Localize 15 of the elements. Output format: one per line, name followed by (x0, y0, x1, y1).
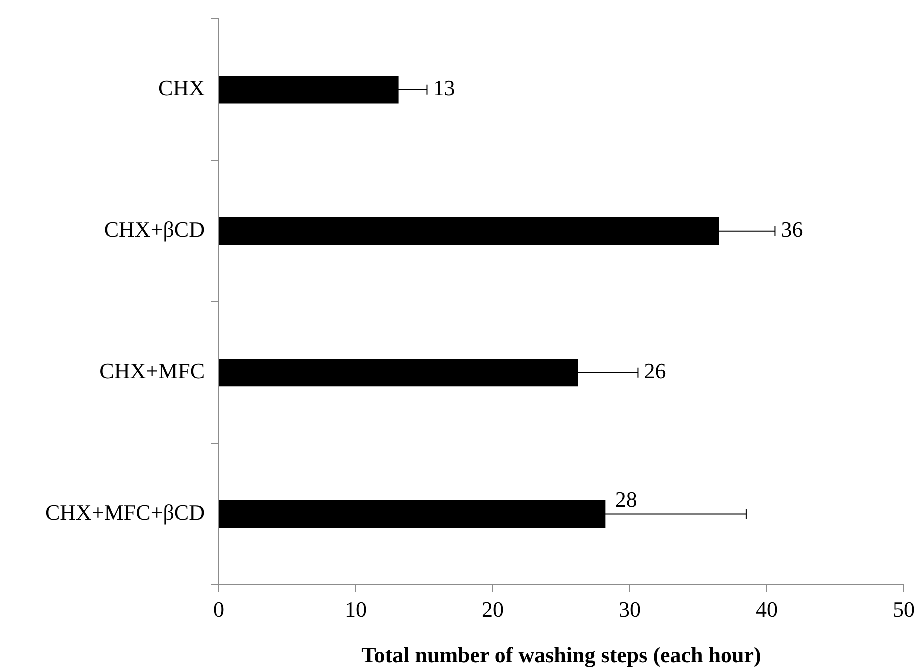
y-tick-label: CHX+MFC (100, 358, 205, 384)
x-tick-label: 30 (619, 596, 641, 622)
data-label: 28 (615, 487, 638, 512)
y-tick-label: CHX (158, 76, 206, 101)
x-tick-label: 50 (893, 596, 915, 622)
x-axis-title: Total number of washing steps (each hour) (362, 642, 762, 668)
y-tick-label: CHX+βCD (104, 217, 205, 242)
data-label: 13 (433, 76, 456, 101)
data-label: 26 (644, 358, 666, 384)
x-tick-label: 20 (482, 596, 504, 622)
y-tick-label: CHX+MFC+βCD (46, 500, 205, 526)
x-tick-label: 0 (214, 596, 224, 622)
x-tick-label: 10 (345, 596, 367, 622)
data-label: 36 (781, 217, 804, 242)
x-tick-label: 40 (756, 596, 778, 622)
